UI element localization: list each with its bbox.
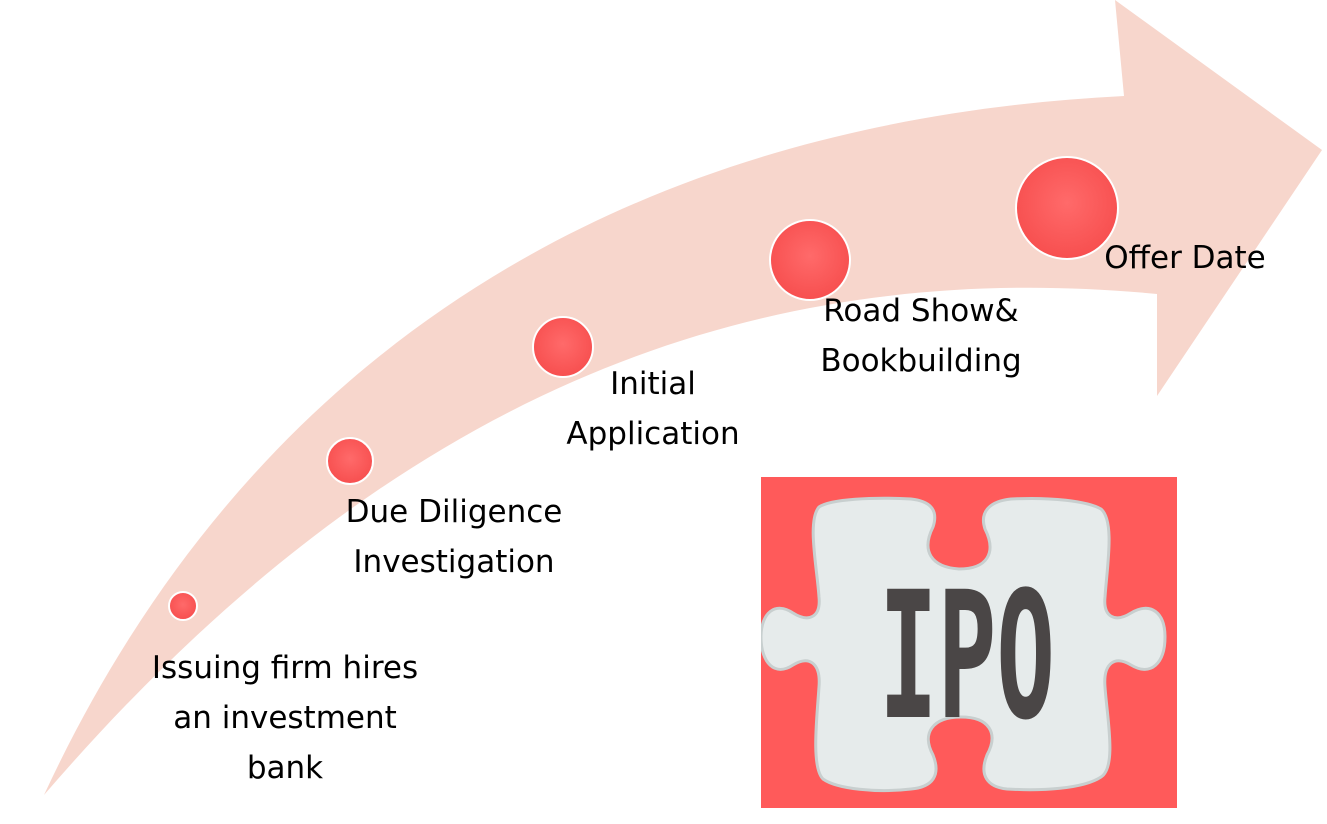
step-4-label: Road Show& Bookbuilding	[820, 286, 1021, 386]
step-5-line-1: Offer Date	[1104, 240, 1266, 276]
step-1-dot	[168, 591, 198, 621]
puzzle-piece-icon: IPO	[761, 496, 1167, 792]
step-3-line-2: Application	[566, 416, 740, 452]
step-5-label: Offer Date	[1104, 233, 1266, 283]
step-4-line-1: Road Show&	[823, 293, 1019, 329]
step-5-dot	[1015, 156, 1119, 260]
step-1-line-3: bank	[246, 750, 324, 786]
step-3-line-1: Initial	[610, 366, 696, 402]
step-2-line-2: Investigation	[353, 544, 555, 580]
step-3-label: Initial Application	[566, 359, 739, 459]
ipo-badge: IPO	[761, 477, 1177, 808]
step-2-label: Due Diligence Investigation	[346, 487, 563, 587]
step-1-label: Issuing firm hires an investment bank	[152, 643, 418, 793]
arrow-body	[44, 0, 1322, 795]
badge-text: IPO	[879, 554, 1055, 759]
step-4-line-2: Bookbuilding	[820, 343, 1022, 379]
step-1-line-2: an investment	[173, 700, 397, 736]
step-2-line-1: Due Diligence	[345, 494, 563, 530]
step-4-dot	[769, 219, 851, 301]
step-1-line-1: Issuing firm hires	[151, 650, 419, 686]
step-2-dot	[326, 437, 374, 485]
step-3-dot	[532, 316, 594, 378]
